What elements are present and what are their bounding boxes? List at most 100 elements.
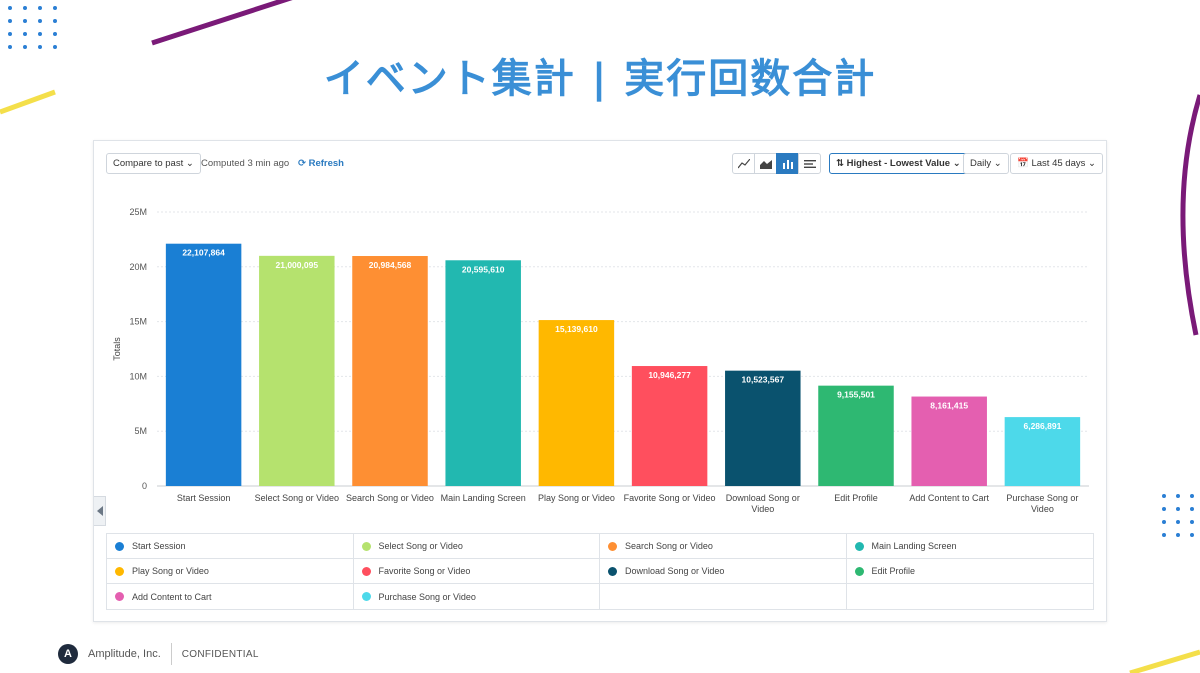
compare-label: Compare to past xyxy=(113,158,184,169)
legend-label: Main Landing Screen xyxy=(871,541,957,551)
interval-dropdown[interactable]: Daily ⌄ xyxy=(963,153,1009,174)
legend-label: Edit Profile xyxy=(871,566,916,576)
table-icon[interactable] xyxy=(798,153,821,174)
footer-divider xyxy=(170,643,172,665)
legend-label: Download Song or Video xyxy=(625,566,725,576)
chart-panel: Compare to past ⌄ Computed 3 min ago ⟳ R… xyxy=(93,140,1107,622)
y-tick-label: 0 xyxy=(142,481,147,491)
x-tick-label: Search Song or Video xyxy=(346,493,434,503)
legend-label: Add Content to Cart xyxy=(132,591,212,602)
legend-label: Purchase Song or Video xyxy=(378,591,476,602)
legend-empty-cell xyxy=(600,584,847,609)
slide-footer: A Amplitude, Inc. CONFIDENTIAL xyxy=(58,643,259,665)
bar-value-label: 8,161,415 xyxy=(930,401,968,411)
legend-item[interactable]: Select Song or Video xyxy=(353,534,600,559)
legend-item[interactable]: Add Content to Cart xyxy=(107,584,354,609)
bar-value-label: 10,946,277 xyxy=(648,370,691,380)
legend-swatch xyxy=(115,566,124,576)
computed-status: Computed 3 min ago xyxy=(201,158,290,169)
bar-value-label: 6,286,891 xyxy=(1023,421,1061,431)
y-tick-label: 20M xyxy=(129,262,147,272)
x-tick-label: Edit Profile xyxy=(834,493,878,503)
y-tick-label: 15M xyxy=(129,317,147,327)
x-tick-label: Favorite Song or Video xyxy=(624,493,716,503)
legend-item[interactable]: Main Landing Screen xyxy=(846,534,1093,559)
bar-add-content-to-cart xyxy=(911,396,987,486)
legend-swatch xyxy=(608,541,617,551)
company-name: Amplitude, Inc. xyxy=(88,648,161,660)
legend-swatch xyxy=(854,566,864,576)
chart-toolbar: Compare to past ⌄ Computed 3 min ago ⟳ R… xyxy=(106,153,1103,175)
legend-swatch xyxy=(608,566,617,576)
bar-chart-icon[interactable] xyxy=(776,153,799,174)
bar-value-label: 22,107,864 xyxy=(182,248,225,258)
date-range-label: Last 45 days xyxy=(1031,158,1086,169)
yellow-stripe-bottom xyxy=(1129,649,1200,673)
bar-main-landing-screen xyxy=(445,260,521,486)
dot-grid-right xyxy=(1162,494,1194,537)
x-tick-label: Video xyxy=(1031,504,1054,514)
chevron-down-icon: ⌄ xyxy=(993,158,1002,169)
chevron-left-icon xyxy=(96,506,103,516)
x-tick-label: Start Session xyxy=(177,493,231,503)
x-tick-label: Add Content to Cart xyxy=(909,493,989,503)
chevron-down-icon: ⌄ xyxy=(185,158,194,169)
legend-label: Select Song or Video xyxy=(378,541,463,551)
x-tick-label: Select Song or Video xyxy=(255,493,339,503)
legend-swatch xyxy=(854,541,864,551)
legend-label: Favorite Song or Video xyxy=(378,566,471,576)
calendar-icon: 📅 xyxy=(1017,158,1029,169)
dot-grid-top-left xyxy=(8,6,57,49)
bar-chart: 0 5M 10M 15M 20M 25M Totals 22,107,864 Start Ses… xyxy=(112,207,1089,514)
legend-item[interactable]: Edit Profile xyxy=(846,559,1093,584)
legend-item[interactable]: Purchase Song or Video xyxy=(354,584,600,609)
y-axis-label: Totals xyxy=(112,337,122,361)
y-tick-label: 25M xyxy=(129,207,147,217)
x-tick-label: Play Song or Video xyxy=(538,493,615,503)
compare-to-past-button[interactable]: Compare to past ⌄ xyxy=(106,153,201,174)
legend-label: Start Session xyxy=(132,541,186,551)
x-tick-label: Download Song or xyxy=(726,493,800,503)
legend-item[interactable]: Download Song or Video xyxy=(600,559,847,584)
legend-swatch xyxy=(361,566,371,576)
yellow-stripe-left xyxy=(0,89,56,115)
bar-value-label: 10,523,567 xyxy=(742,375,785,385)
x-tick-label: Video xyxy=(751,504,774,514)
area-chart-icon[interactable] xyxy=(754,153,777,174)
slide-title: イベント集計 | 実行回数合計 xyxy=(323,56,877,102)
bar-value-label: 20,595,610 xyxy=(462,264,505,274)
legend-item[interactable]: Play Song or Video xyxy=(107,559,354,584)
refresh-icon: ⟳ xyxy=(298,158,306,169)
sort-label: Highest - Lowest Value xyxy=(846,158,951,169)
bar-value-label: 20,984,568 xyxy=(369,260,412,270)
confidential-label: CONFIDENTIAL xyxy=(181,648,259,660)
legend-item[interactable]: Start Session xyxy=(107,534,354,559)
legend-swatch xyxy=(361,592,371,601)
bar-value-label: 21,000,095 xyxy=(276,260,319,270)
amplitude-logo: A xyxy=(58,644,78,664)
refresh-button[interactable]: ⟳ Refresh xyxy=(298,153,344,174)
collapse-sidebar-button[interactable] xyxy=(94,496,106,526)
line-chart-icon[interactable] xyxy=(732,153,755,174)
sort-dropdown[interactable]: ⇅ Highest - Lowest Value ⌄ xyxy=(829,153,968,174)
legend-label: Search Song or Video xyxy=(625,541,713,551)
x-tick-label: Purchase Song or xyxy=(1006,493,1078,503)
bar-value-label: 9,155,501 xyxy=(837,390,875,400)
legend-item[interactable]: Search Song or Video xyxy=(600,534,847,559)
legend-item[interactable]: Favorite Song or Video xyxy=(353,559,600,584)
bar-search-song-or-video xyxy=(352,256,428,486)
bar-download-song-or-video xyxy=(725,370,801,486)
legend-label: Play Song or Video xyxy=(132,566,209,576)
y-tick-label: 10M xyxy=(129,371,147,381)
legend-swatch xyxy=(361,541,371,551)
bar-edit-profile xyxy=(818,385,894,486)
purple-arc-right xyxy=(1180,94,1200,336)
bar-value-label: 15,139,610 xyxy=(555,324,598,334)
legend-swatch xyxy=(115,592,124,601)
bar-favorite-song-or-video xyxy=(631,366,708,486)
chart-type-switcher xyxy=(732,153,821,174)
date-range-dropdown[interactable]: 📅 Last 45 days ⌄ xyxy=(1010,153,1103,174)
bar-play-song-or-video xyxy=(538,320,615,486)
purple-stripe-top xyxy=(151,0,293,46)
